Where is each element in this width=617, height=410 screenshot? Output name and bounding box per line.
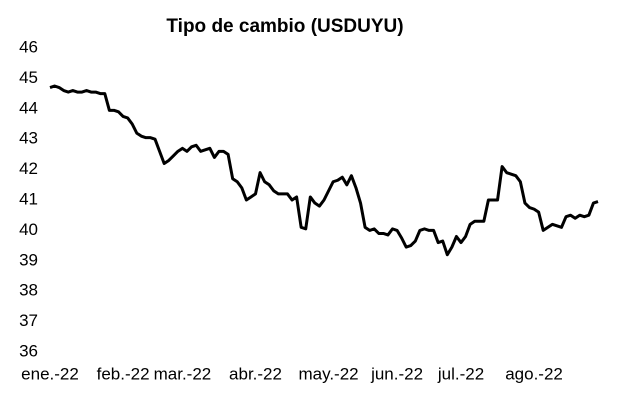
x-tick-label: jun.-22 (370, 364, 423, 383)
x-tick-label: abr.-22 (229, 364, 282, 383)
y-tick-label: 46 (19, 37, 38, 56)
y-tick-label: 41 (19, 189, 38, 208)
x-tick-label: may.-22 (298, 364, 358, 383)
y-tick-label: 42 (19, 159, 38, 178)
y-tick-label: 39 (19, 250, 38, 269)
chart-title: Tipo de cambio (USDUYU) (166, 16, 403, 37)
y-tick-label: 43 (19, 129, 38, 148)
x-tick-label: ago.-22 (505, 364, 563, 383)
line-series (49, 84, 599, 257)
y-tick-label: 38 (19, 281, 38, 300)
y-tick-label: 40 (19, 220, 38, 239)
x-tick-label: mar.-22 (154, 364, 212, 383)
x-tick-label: feb.-22 (97, 364, 150, 383)
x-tick-label: ene.-22 (21, 364, 79, 383)
y-tick-label: 37 (19, 311, 38, 330)
x-tick-label: jul.-22 (437, 364, 484, 383)
y-tick-label: 44 (19, 98, 38, 117)
y-tick-label: 36 (19, 341, 38, 360)
y-tick-label: 45 (19, 68, 38, 87)
